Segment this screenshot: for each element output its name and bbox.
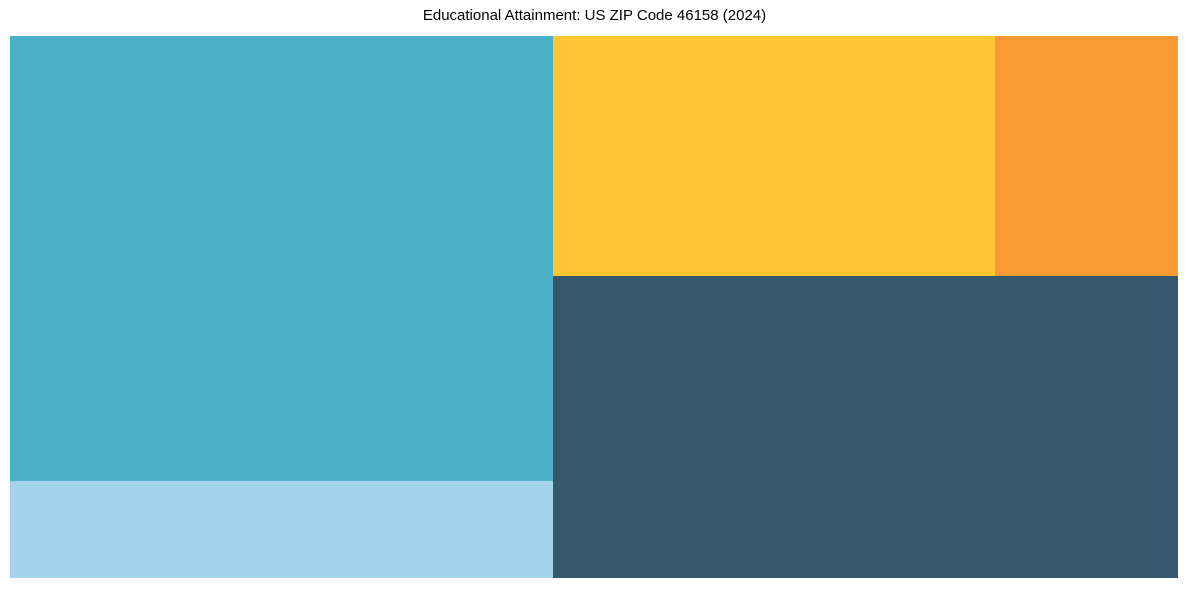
treemap-tile[interactable]: Some college, no degree [553, 276, 1178, 578]
treemap-plot-area: High school graduate (includes equivalen… [10, 36, 1178, 578]
treemap-tile[interactable]: Associate's degree [10, 481, 553, 578]
treemap-tile[interactable]: High school graduate (includes equivalen… [10, 36, 553, 481]
treemap-tile[interactable]: Graduate or professional degree [995, 36, 1178, 276]
chart-title: Educational Attainment: US ZIP Code 4615… [422, 7, 767, 24]
treemap-tile[interactable]: Bachelor's degree [553, 36, 995, 276]
